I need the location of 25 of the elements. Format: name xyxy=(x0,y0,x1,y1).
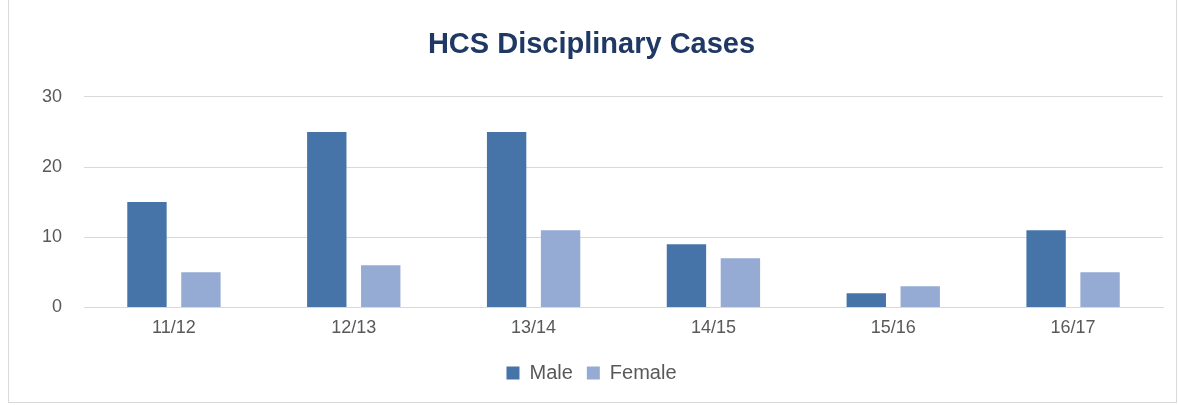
bar xyxy=(127,202,167,307)
x-tick-label: 15/16 xyxy=(870,317,916,338)
legend-label: Female xyxy=(609,360,677,383)
x-tick-label: 16/17 xyxy=(1050,317,1096,338)
y-tick-label: 10 xyxy=(41,226,63,247)
bar xyxy=(361,265,401,307)
bar xyxy=(486,131,527,307)
x-tick-label: 14/15 xyxy=(690,317,736,338)
y-tick-label: 20 xyxy=(41,155,63,176)
bar xyxy=(720,258,761,307)
legend-label: Male xyxy=(529,360,573,383)
bar xyxy=(307,131,347,307)
bar xyxy=(846,293,886,307)
bar xyxy=(666,244,707,307)
x-tick-label: 11/12 xyxy=(152,317,196,338)
y-tick-label: 30 xyxy=(41,85,63,106)
chart-title: HCS Disciplinary Cases xyxy=(427,27,756,60)
bar xyxy=(540,230,581,307)
bar xyxy=(1080,272,1120,307)
bar xyxy=(181,272,221,307)
bar xyxy=(1026,230,1066,307)
x-tick-label: 12/13 xyxy=(331,317,377,338)
x-tick-label: 13/14 xyxy=(511,317,557,338)
bar xyxy=(900,286,940,307)
y-tick-label: 0 xyxy=(52,296,63,317)
